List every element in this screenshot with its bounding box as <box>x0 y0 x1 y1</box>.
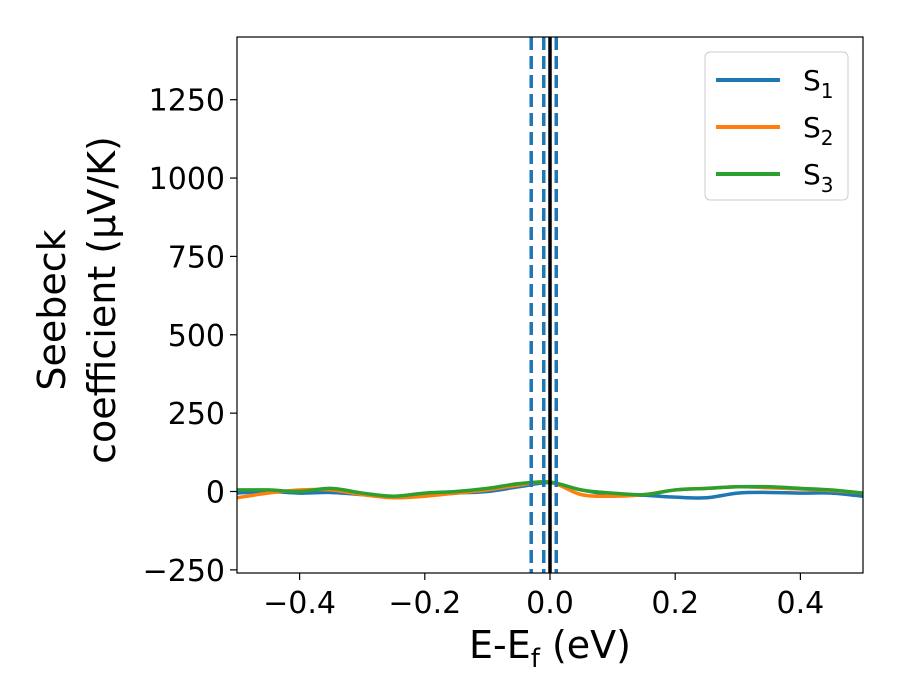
x-axis-label-subscript: f <box>531 644 541 674</box>
legend: S1 S2 S3 <box>704 51 849 201</box>
y-tick-label: 0 <box>206 476 225 511</box>
y-tick-label: 500 <box>168 319 225 354</box>
x-tick-label: 0.2 <box>651 586 699 621</box>
y-tick-label: 750 <box>168 240 225 275</box>
y-tick-label: 1000 <box>149 162 225 197</box>
x-tick-label: 0.4 <box>777 586 825 621</box>
y-axis-label-line1: Seebeck <box>30 229 74 390</box>
y-tick-label: 1250 <box>149 84 225 119</box>
x-axis-ticks: −0.4 −0.2 0.0 0.2 0.4 <box>263 573 824 621</box>
x-axis-label-main: E-E <box>469 623 531 667</box>
reference-lines <box>529 37 559 573</box>
y-tick-label: −250 <box>143 554 225 589</box>
y-axis-label-line2: coefficient (μV/K) <box>80 136 124 464</box>
legend-label-s2: S2 <box>803 111 834 150</box>
legend-label-s3: S3 <box>803 158 834 197</box>
x-axis-label: E-Ef (eV) <box>469 623 631 674</box>
y-axis-ticks: −250 0 250 500 750 1000 1250 <box>143 84 237 589</box>
x-axis-label-unit: (eV) <box>540 623 631 667</box>
x-tick-label: −0.4 <box>263 586 336 621</box>
legend-label-s1: S1 <box>803 64 834 103</box>
x-tick-label: −0.2 <box>388 586 461 621</box>
x-tick-label: 0.0 <box>526 586 574 621</box>
y-tick-label: 250 <box>168 397 225 432</box>
